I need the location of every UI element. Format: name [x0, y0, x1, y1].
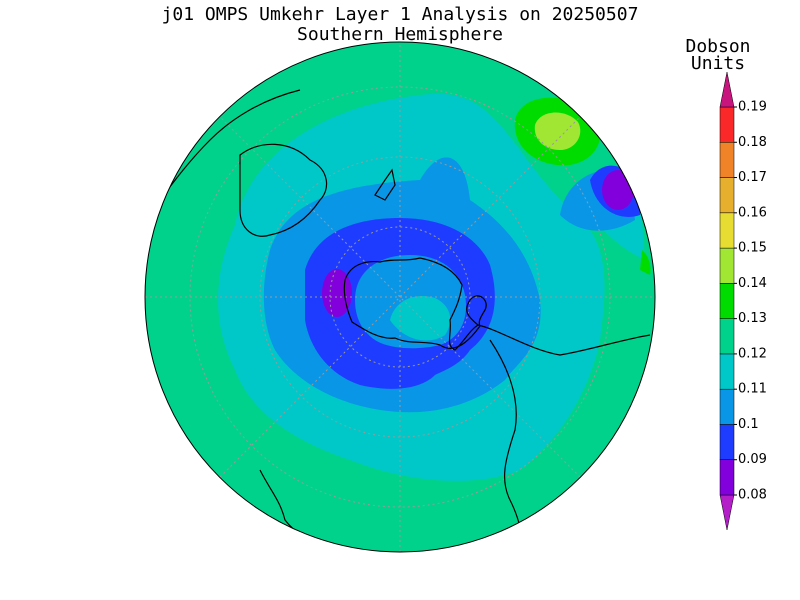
- contour-fill: [602, 170, 634, 210]
- colorbar-label-line: Dobson: [685, 36, 750, 57]
- colorbar-label: Dobson Units: [685, 36, 750, 74]
- colorbar-bin: [719, 283, 735, 319]
- colorbar-bin: [719, 177, 735, 214]
- colorbar-bin: [719, 318, 735, 355]
- colorbar-bin: [719, 353, 735, 390]
- subtitle: Southern Hemisphere: [297, 24, 503, 45]
- colorbar-tick-label: 0.11: [738, 382, 767, 397]
- colorbar-bin: [719, 424, 735, 460]
- graticule: [145, 42, 655, 552]
- contour-fill: [534, 112, 581, 150]
- colorbar-label-line: Units: [691, 53, 745, 74]
- colorbar-bin: [719, 106, 735, 143]
- title: j01 OMPS Umkehr Layer 1 Analysis on 2025…: [162, 4, 639, 25]
- colorbar-bin: [719, 388, 735, 425]
- colorbar-tick-label: 0.17: [738, 170, 767, 185]
- colorbar-tick-label: 0.15: [738, 241, 767, 256]
- colorbar-tick-label: 0.19: [738, 100, 767, 115]
- colorbar-bin: [719, 142, 735, 178]
- colorbar-tick-label: 0.13: [738, 311, 767, 326]
- map-border: [144, 41, 656, 553]
- colorbar-tick-label: 0.08: [738, 488, 767, 503]
- colorbar-tick-label: 0.18: [738, 135, 767, 150]
- colorbar-tick-label: 0.16: [738, 205, 767, 220]
- colorbar-over: [719, 71, 735, 108]
- colorbar-bin: [719, 212, 735, 249]
- colorbar-tick-label: 0.1: [738, 417, 759, 432]
- colorbar-bin: [719, 459, 735, 496]
- colorbar-tick-label: 0.12: [738, 346, 767, 361]
- colorbar-tick-label: 0.14: [738, 276, 767, 291]
- map: [145, 42, 655, 552]
- contour-fill: [390, 296, 451, 341]
- colorbar-under: [719, 494, 735, 531]
- colorbar-tick-label: 0.09: [738, 452, 767, 467]
- coastlines: [159, 89, 651, 552]
- contour-fill: [640, 250, 651, 275]
- colorbar-bin: [719, 247, 735, 284]
- colorbar: Dobson Units 0.08 0.09 0.1 0.11 0.12 0.13 0.14 0…: [685, 36, 767, 531]
